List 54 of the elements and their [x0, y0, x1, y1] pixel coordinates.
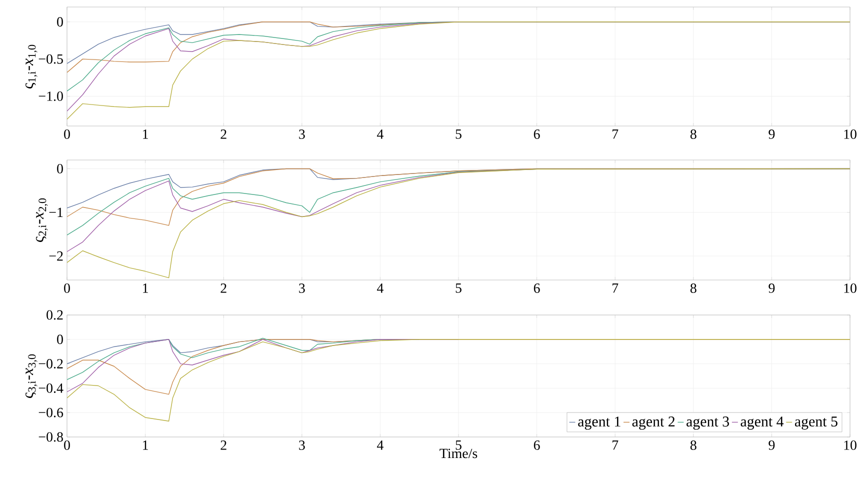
x-tick-label: 7 [612, 130, 618, 139]
legend-label: agent 1 [578, 416, 620, 430]
x-tick-label: 6 [534, 440, 540, 450]
y-axis-title: ς$_{3,i}$-x$_{3,0}$ [26, 354, 38, 398]
x-tick-label: 5 [456, 284, 462, 293]
y-tick-label: −2 [49, 251, 63, 261]
y-tick-label: −0.6 [38, 408, 64, 418]
x-tick-label: 2 [220, 130, 226, 139]
legend-label: agent 3 [686, 416, 729, 430]
x-tick-label: 8 [690, 130, 696, 139]
y-tick-label: −0.2 [38, 359, 63, 369]
x-tick-label: 0 [64, 284, 70, 293]
x-tick-label: 10 [844, 130, 856, 139]
y-tick-label: 0.2 [46, 310, 63, 320]
x-tick-label: 10 [844, 284, 856, 293]
x-tick-label: 6 [534, 284, 540, 293]
x-tick-label: 1 [143, 130, 148, 139]
y-tick-label: −0.5 [38, 54, 63, 64]
x-tick-label: 2 [220, 440, 226, 450]
x-tick-label: 6 [534, 130, 540, 139]
y-tick-label: 0 [57, 164, 63, 174]
legend-label: agent 5 [794, 416, 838, 430]
y-tick-label: −0.4 [38, 383, 64, 393]
x-tick-label: 1 [143, 440, 148, 450]
legend-label: agent 2 [632, 416, 675, 430]
x-tick-label: 8 [690, 284, 696, 293]
x-tick-label: 4 [376, 284, 384, 293]
x-tick-label: 7 [612, 284, 618, 293]
x-axis-title: Time/s [440, 448, 478, 458]
legend-label: agent 4 [740, 416, 784, 430]
y-tick-label: −1.0 [38, 92, 63, 101]
y-axis-title: ς$_{2,i}$-x$_{2,0}$ [36, 198, 48, 242]
x-tick-label: 1 [143, 284, 148, 293]
x-tick-label: 7 [612, 440, 618, 450]
y-tick-label: 0 [57, 334, 63, 344]
y-tick-label: −0.8 [38, 432, 63, 442]
x-tick-label: 2 [220, 284, 226, 293]
x-tick-label: 3 [299, 130, 305, 139]
x-tick-label: 5 [456, 130, 462, 139]
x-tick-label: 0 [64, 440, 70, 450]
x-tick-label: 8 [690, 440, 696, 450]
y-tick-label: −1 [49, 208, 63, 217]
y-axis-title: ς$_{1,i}$-x$_{1,0}$ [26, 44, 38, 88]
y-tick-label: 0 [57, 17, 63, 27]
x-tick-label: 9 [768, 130, 775, 139]
x-tick-label: 3 [299, 440, 305, 450]
x-tick-label: 9 [768, 284, 775, 293]
x-tick-label: 4 [376, 130, 384, 139]
x-tick-label: 3 [299, 284, 305, 293]
x-tick-label: 10 [844, 440, 856, 450]
x-tick-label: 0 [64, 130, 70, 139]
x-tick-label: 9 [768, 440, 775, 450]
x-tick-label: 5 [456, 440, 462, 450]
x-tick-label: 4 [376, 440, 384, 450]
